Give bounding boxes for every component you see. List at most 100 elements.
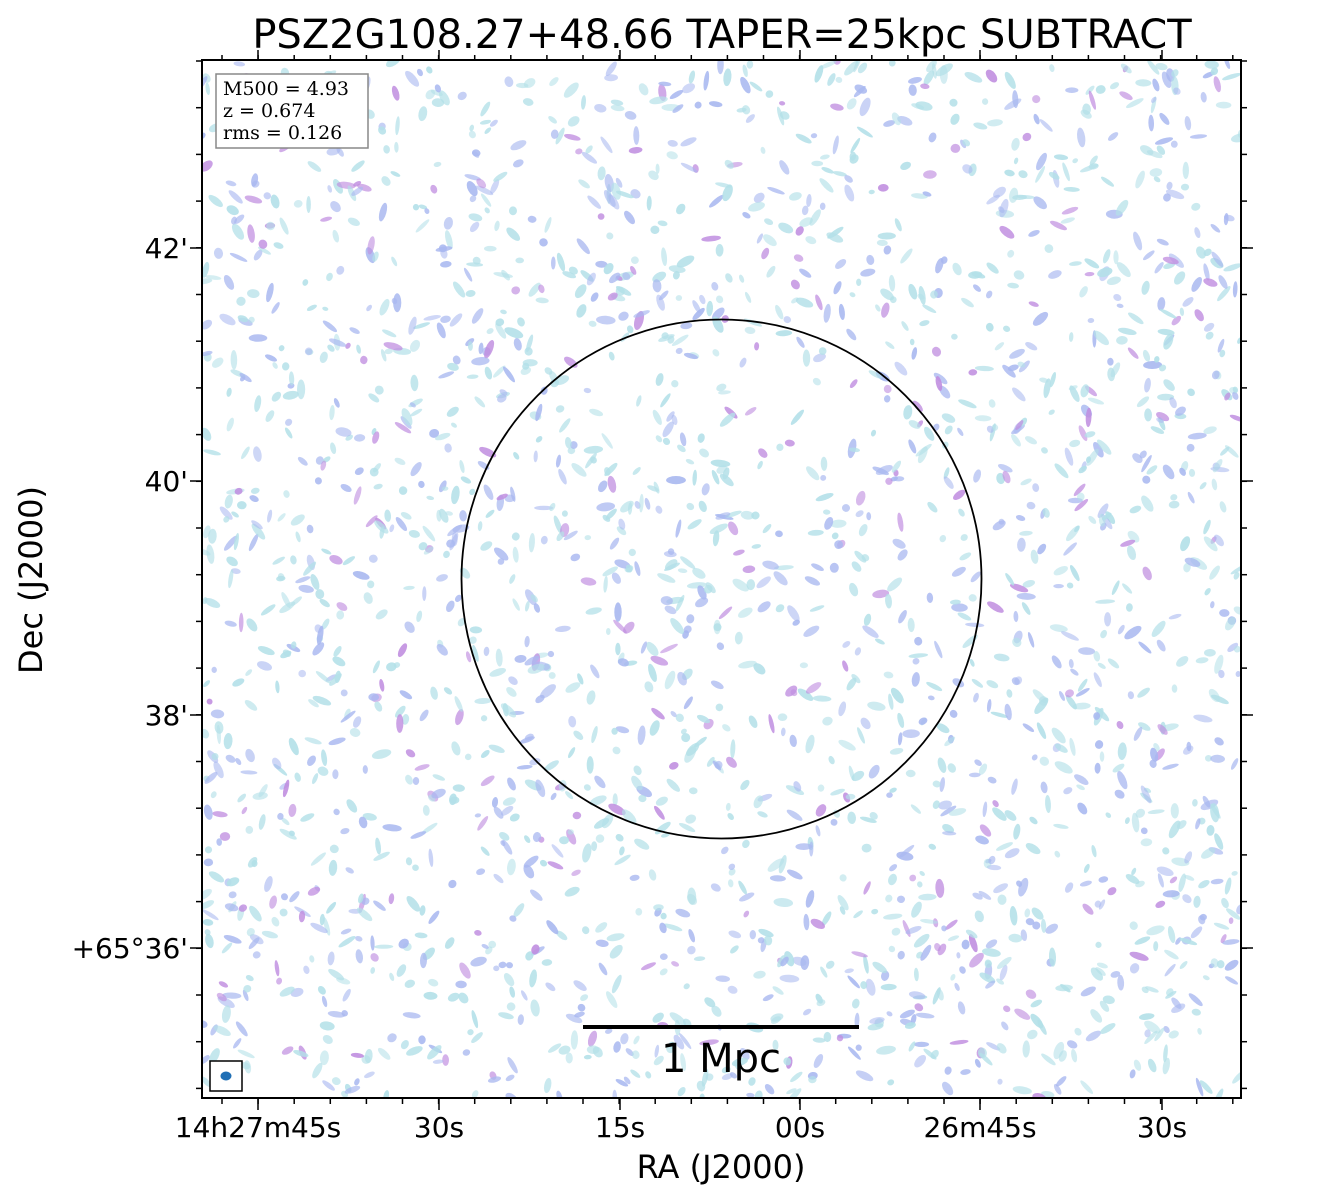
noise-blob	[1074, 1027, 1082, 1036]
noise-blob	[1222, 72, 1241, 81]
noise-blob	[443, 216, 453, 230]
noise-blob	[952, 262, 962, 276]
noise-blob	[761, 247, 770, 260]
noise-blob	[1225, 908, 1241, 920]
noise-blob	[792, 619, 800, 626]
noise-blob	[493, 272, 513, 278]
noise-blob	[446, 539, 455, 548]
noise-blob	[559, 836, 570, 845]
noise-blob	[773, 898, 794, 907]
noise-blob	[525, 951, 534, 961]
noise-blob	[548, 116, 557, 124]
noise-blob	[876, 1045, 896, 1055]
noise-blob	[270, 194, 280, 209]
noise-blob	[504, 327, 524, 339]
noise-blob	[658, 81, 672, 87]
noise-blob	[704, 997, 716, 1008]
noise-blob	[218, 981, 229, 988]
noise-blob	[395, 705, 406, 718]
noise-blob	[835, 76, 843, 83]
noise-blob	[897, 115, 913, 126]
noise-blob	[570, 553, 581, 562]
noise-blob	[1030, 1013, 1044, 1029]
noise-blob	[535, 403, 543, 422]
noise-blob	[211, 753, 219, 760]
beam-indicator	[209, 1060, 243, 1092]
noise-blob	[606, 232, 614, 240]
noise-blob	[693, 956, 706, 962]
noise-blob	[855, 1070, 874, 1082]
noise-blob	[556, 930, 568, 941]
noise-blob	[1049, 220, 1068, 231]
noise-blob	[1131, 812, 1140, 833]
noise-blob	[544, 217, 552, 233]
noise-blob	[1094, 900, 1102, 908]
noise-blob	[715, 295, 724, 304]
noise-blob	[605, 1028, 613, 1034]
noise-blob	[351, 160, 365, 172]
noise-blob	[1099, 1000, 1110, 1012]
noise-blob	[1031, 907, 1044, 920]
noise-blob	[799, 268, 812, 278]
noise-blob	[1032, 483, 1040, 492]
x-axis-label: RA (J2000)	[637, 1148, 806, 1186]
noise-blob	[334, 670, 341, 684]
noise-blob	[872, 961, 887, 974]
noise-blob	[664, 562, 680, 571]
noise-blob	[594, 775, 606, 789]
noise-blob	[1079, 880, 1092, 887]
noise-blob	[252, 951, 261, 959]
noise-blob	[692, 307, 705, 321]
noise-blob	[615, 190, 634, 199]
noise-blob	[1232, 1070, 1241, 1084]
noise-blob	[1105, 812, 1112, 818]
noise-blob	[230, 568, 241, 574]
noise-blob	[988, 855, 996, 865]
noise-blob	[1080, 986, 1096, 997]
noise-blob	[605, 628, 611, 635]
noise-blob	[1015, 420, 1024, 431]
noise-blob	[1134, 936, 1151, 945]
noise-blob	[558, 468, 567, 485]
noise-blob	[950, 113, 960, 125]
y-axis-label: Dec (J2000)	[12, 486, 50, 674]
noise-blob	[629, 874, 640, 881]
noise-blob	[448, 879, 457, 889]
noise-blob	[319, 351, 328, 363]
noise-blob	[553, 515, 563, 534]
noise-blob	[547, 650, 555, 658]
noise-blob	[285, 418, 293, 426]
noise-blob	[1078, 425, 1088, 442]
noise-blob	[357, 183, 372, 192]
noise-blob	[660, 643, 678, 654]
noise-blob	[1157, 297, 1166, 311]
noise-blob	[1156, 866, 1174, 877]
noise-blob	[1004, 703, 1012, 721]
noise-blob	[1063, 186, 1080, 192]
noise-blob	[379, 526, 385, 539]
noise-blob	[1147, 60, 1160, 75]
noise-blob	[990, 711, 1009, 718]
noise-blob	[660, 393, 671, 408]
noise-blob	[659, 953, 668, 961]
noise-blob	[1224, 976, 1239, 985]
noise-blob	[933, 372, 948, 385]
noise-blob	[1128, 312, 1144, 325]
noise-blob	[572, 811, 582, 820]
noise-blob	[685, 458, 695, 465]
x-tick-label: 15s	[595, 1111, 645, 1144]
noise-blob	[968, 772, 981, 778]
noise-blob	[1140, 827, 1148, 835]
noise-blob	[235, 757, 242, 766]
noise-blob	[799, 662, 808, 669]
noise-blob	[246, 618, 258, 632]
noise-blob	[914, 1003, 924, 1012]
noise-blob	[1026, 501, 1036, 510]
noise-blob	[897, 895, 905, 904]
noise-blob	[756, 576, 771, 589]
noise-blob	[893, 476, 905, 482]
noise-blob	[1022, 723, 1035, 732]
noise-blob	[406, 1046, 423, 1056]
noise-blob	[362, 765, 368, 774]
